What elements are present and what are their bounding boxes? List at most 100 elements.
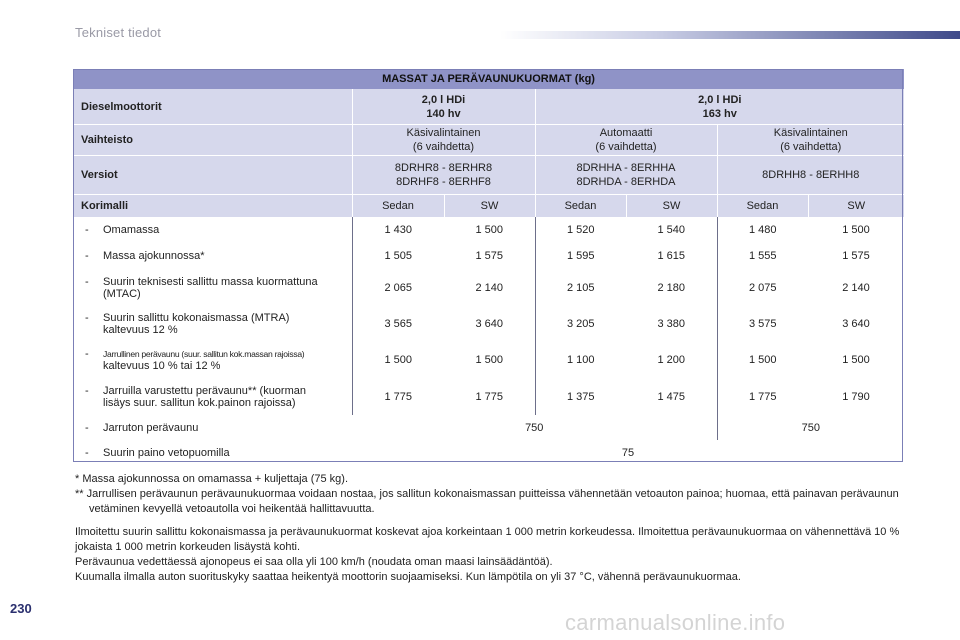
value-cell: 1 505 — [351, 242, 444, 270]
value-cell: 1 775 — [716, 378, 808, 415]
gearbox-cell: Käsivalintainen (6 vaihdetta) — [716, 124, 905, 156]
version-cell: 8DRHHA - 8ERHHA 8DRHDA - 8ERHDA — [534, 155, 717, 195]
value-cell: 1 595 — [534, 242, 626, 270]
table-title: MASSAT JA PERÄVAUNUKUORMAT (kg) — [73, 69, 905, 89]
footnote-2: ** Jarrullisen perävaunun perävaunukuorm… — [75, 488, 899, 515]
value-cell: 1 500 — [351, 342, 444, 378]
section-title: Tekniset tiedot — [75, 25, 162, 40]
engine-line2: 140 hv — [426, 107, 461, 120]
value-cell: 3 565 — [351, 306, 444, 342]
body-cell: SW — [807, 194, 905, 217]
table-row: - Suurin paino vetopuomilla 75 — [73, 440, 905, 466]
value-cell: 1 500 — [808, 342, 905, 378]
gearbox-label: Vaihteisto — [73, 124, 352, 156]
watermark: carmanualsonline.info — [565, 610, 786, 635]
gearbox-line2: (6 vaihdetta) — [595, 141, 657, 153]
value-cell: 2 105 — [534, 270, 626, 306]
value-cell: 1 575 — [808, 242, 905, 270]
value-cell: 2 065 — [351, 270, 444, 306]
value-cell: 3 640 — [808, 306, 905, 342]
body-cell: SW — [443, 194, 535, 217]
version-cell: 8DRHH8 - 8ERHH8 — [716, 155, 905, 195]
value-cell: 3 640 — [444, 306, 535, 342]
value-cell: 1 520 — [534, 217, 626, 242]
row-label: - Suurin sallittu kokonaismassa (MTRA) kal… — [73, 306, 352, 342]
table-row: - Jarrullinen perävaunu (suur. sallitun k… — [73, 342, 905, 378]
value-cell: 75 — [352, 440, 905, 466]
version-line1: 8DRHH8 - 8ERHH8 — [762, 169, 860, 181]
gearbox-line1: Käsivalintainen — [406, 127, 481, 139]
table-row: - Jarruton perävaunu 750 750 — [73, 415, 905, 440]
row-label: - Massa ajokunnossa* — [73, 242, 352, 270]
table-row: - Omamassa 1 430 1 500 1 520 1 540 1 480 … — [73, 217, 905, 242]
note-paragraph: Kuumalla ilmalla auton suorituskyky saat… — [75, 571, 741, 583]
version-line2: 8DRHF8 - 8ERHF8 — [396, 176, 491, 188]
value-cell: 1 480 — [716, 217, 808, 242]
engine-cell: 2,0 l HDi 163 hv — [534, 89, 905, 125]
header-decoration-bar — [500, 31, 960, 39]
version-line2: 8DRHDA - 8ERHDA — [576, 176, 676, 188]
table-row: - Suurin teknisesti sallittu massa kuorma… — [73, 270, 905, 306]
row-label: - Jarruilla varustettu perävaunu** (kuorm… — [73, 378, 352, 415]
value-cell: 1 500 — [444, 342, 535, 378]
value-cell: 2 140 — [808, 270, 905, 306]
value-cell: 750 — [716, 415, 905, 440]
footnote-1: * Massa ajokunnossa on omamassa + kuljet… — [75, 473, 349, 485]
version-cell: 8DRHR8 - 8ERHR8 8DRHF8 - 8ERHF8 — [351, 155, 535, 195]
engine-cell: 2,0 l HDi 140 hv — [351, 89, 535, 125]
row-label: - Jarrullinen perävaunu (suur. sallitun k… — [73, 342, 352, 378]
value-cell: 1 500 — [808, 217, 905, 242]
note-paragraph: Ilmoitettu suurin sallittu kokonaismassa… — [75, 526, 900, 553]
gearbox-line2: (6 vaihdetta) — [780, 141, 842, 153]
value-cell: 1 540 — [626, 217, 717, 242]
value-cell: 3 380 — [626, 306, 717, 342]
gearbox-cell: Käsivalintainen (6 vaihdetta) — [351, 124, 535, 156]
value-cell: 1 555 — [716, 242, 808, 270]
value-cell: 1 615 — [626, 242, 717, 270]
value-cell: 1 775 — [444, 378, 535, 415]
table-row: - Jarruilla varustettu perävaunu** (kuorm… — [73, 378, 905, 415]
masses-table: MASSAT JA PERÄVAUNUKUORMAT (kg) Dieselmo… — [73, 69, 905, 466]
version-line1: 8DRHHA - 8ERHHA — [576, 162, 676, 174]
value-cell: 1 200 — [626, 342, 717, 378]
engine-line1: 2,0 l HDi — [698, 93, 742, 106]
gearbox-line2: (6 vaihdetta) — [412, 141, 475, 153]
value-cell: 3 205 — [534, 306, 626, 342]
row-label: - Jarruton perävaunu — [73, 415, 352, 440]
body-cell: Sedan — [351, 194, 444, 217]
gearbox-cell: Automaatti (6 vaihdetta) — [534, 124, 717, 156]
notes: * Massa ajokunnossa on omamassa + kuljet… — [75, 472, 905, 585]
value-cell: 1 375 — [534, 378, 626, 415]
value-cell: 2 180 — [626, 270, 717, 306]
table-row: - Suurin sallittu kokonaismassa (MTRA) kal… — [73, 306, 905, 342]
value-cell: 1 430 — [351, 217, 444, 242]
value-cell: 1 500 — [716, 342, 808, 378]
engine-line1: 2,0 l HDi — [421, 93, 466, 106]
body-cell: SW — [625, 194, 717, 217]
body-cell: Sedan — [716, 194, 808, 217]
engine-line2: 163 hv — [702, 107, 737, 120]
gearbox-line1: Automaatti — [599, 127, 653, 139]
value-cell: 3 575 — [716, 306, 808, 342]
value-cell: 1 500 — [444, 217, 535, 242]
gearbox-line1: Käsivalintainen — [773, 127, 848, 139]
value-cell: 1 475 — [626, 378, 717, 415]
engine-label: Dieselmoottorit — [73, 89, 352, 125]
value-cell: 1 100 — [534, 342, 626, 378]
value-cell: 1 790 — [808, 378, 905, 415]
version-line1: 8DRHR8 - 8ERHR8 — [394, 162, 493, 174]
value-cell: 750 — [352, 415, 717, 440]
page-number: 230 — [10, 601, 32, 616]
row-label: - Suurin teknisesti sallittu massa kuorma… — [73, 270, 352, 306]
table-row: - Massa ajokunnossa* 1 505 1 575 1 595 1 … — [73, 242, 905, 270]
value-cell: 1 575 — [444, 242, 535, 270]
value-cell: 1 775 — [351, 378, 444, 415]
row-label: - Suurin paino vetopuomilla — [73, 440, 352, 466]
value-cell: 2 140 — [444, 270, 535, 306]
value-cell: 2 075 — [716, 270, 808, 306]
versions-label: Versiot — [73, 155, 352, 195]
body-label: Korimalli — [73, 194, 352, 217]
row-label: - Omamassa — [73, 217, 352, 242]
note-paragraph: Perävaunua vedettäessä ajonopeus ei saa … — [75, 556, 553, 568]
body-cell: Sedan — [534, 194, 626, 217]
